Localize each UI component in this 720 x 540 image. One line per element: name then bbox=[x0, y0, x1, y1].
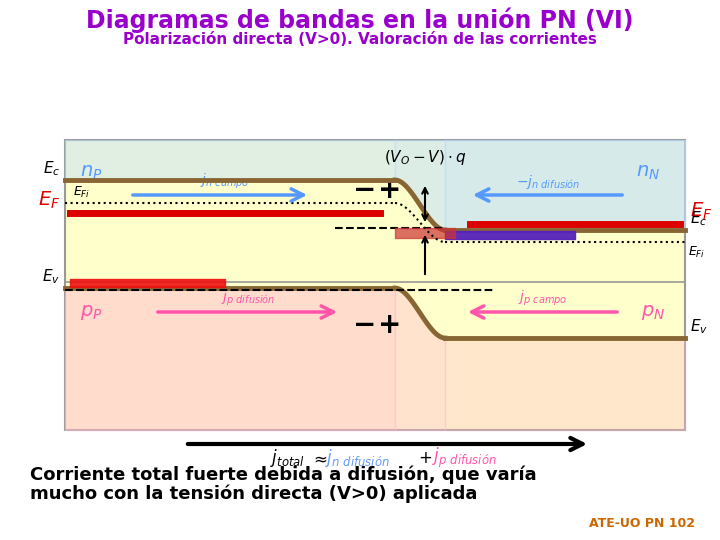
Text: $(V_O-V)\cdot q$: $(V_O-V)\cdot q$ bbox=[384, 148, 466, 167]
Text: $+$: $+$ bbox=[418, 449, 432, 467]
Text: ATE-UO PN 102: ATE-UO PN 102 bbox=[589, 517, 695, 530]
Text: Polarización directa (V>0). Valoración de las corrientes: Polarización directa (V>0). Valoración d… bbox=[123, 32, 597, 48]
Text: $E_c$: $E_c$ bbox=[690, 210, 707, 228]
Text: $p_N$: $p_N$ bbox=[641, 303, 665, 322]
Text: $E_F$: $E_F$ bbox=[690, 201, 712, 222]
Text: $p_P$: $p_P$ bbox=[80, 303, 103, 322]
Bar bbox=[65, 140, 685, 430]
Text: $E_{Fi}$: $E_{Fi}$ bbox=[73, 185, 90, 200]
Text: $-j_{n\ campo}$: $-j_{n\ campo}$ bbox=[190, 172, 250, 191]
Text: $j_{p\ difusión}$: $j_{p\ difusión}$ bbox=[432, 446, 497, 470]
Text: $j_{total}$: $j_{total}$ bbox=[270, 447, 305, 469]
Text: mucho con la tensión directa (V>0) aplicada: mucho con la tensión directa (V>0) aplic… bbox=[30, 485, 477, 503]
Text: +: + bbox=[378, 311, 402, 339]
Text: $-j_{n\ difusión}$: $-j_{n\ difusión}$ bbox=[516, 173, 580, 191]
Text: $\approx$: $\approx$ bbox=[310, 449, 328, 467]
Text: $j_{p\ campo}$: $j_{p\ campo}$ bbox=[518, 289, 567, 308]
Text: +: + bbox=[378, 176, 402, 204]
Text: $E_v$: $E_v$ bbox=[42, 267, 60, 286]
Text: $n_P$: $n_P$ bbox=[80, 163, 102, 182]
Text: −: − bbox=[354, 176, 377, 204]
Text: $j_{p\ difusión}$: $j_{p\ difusión}$ bbox=[221, 289, 275, 308]
Text: Corriente total fuerte debida a difusión, que varía: Corriente total fuerte debida a difusión… bbox=[30, 465, 536, 484]
Text: $E_v$: $E_v$ bbox=[690, 318, 708, 336]
Text: $E_c$: $E_c$ bbox=[42, 159, 60, 178]
Text: Diagramas de bandas en la unión PN (VI): Diagramas de bandas en la unión PN (VI) bbox=[86, 7, 634, 33]
Text: −: − bbox=[354, 311, 377, 339]
Text: $E_{Fi}$: $E_{Fi}$ bbox=[688, 245, 706, 260]
Text: $j_{n\ difusión}$: $j_{n\ difusión}$ bbox=[325, 447, 390, 469]
Text: $n_N$: $n_N$ bbox=[636, 163, 660, 182]
Text: $E_F$: $E_F$ bbox=[37, 190, 60, 211]
